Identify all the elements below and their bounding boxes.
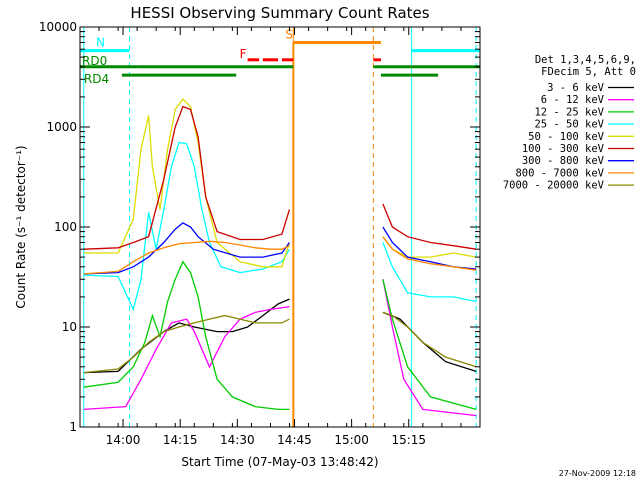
legend-label-7: 800 - 7000 keV [515, 167, 604, 179]
chart-title: HESSI Observing Summary Count Rates [130, 4, 429, 22]
series-line-1-part-0 [83, 305, 290, 411]
x-tick-label-4: 15:00 [334, 433, 369, 447]
flag-bars: N S F RD0 RD4 [80, 27, 480, 86]
legend-header-line-0: Det 1,3,4,5,6,9, [535, 54, 636, 66]
flag-label-rd4: RD4 [84, 72, 109, 86]
axes: 14:00 14:15 14:30 14:45 15:00 15:15 1 10 100 1000… [39, 20, 481, 447]
legend-header-line-1: FDecim 5, Att 0 [541, 66, 636, 78]
legend-label-1: 6 - 12 keV [541, 94, 605, 106]
series-line-3-part-0 [83, 141, 291, 312]
legend-label-3: 25 - 50 keV [534, 119, 604, 131]
flag-label-flare: F [240, 47, 247, 61]
flag-label-saa: S [285, 27, 293, 41]
legend-label-0: 3 - 6 keV [547, 82, 605, 94]
y-axis-label: Count Rate (s⁻¹ detector⁻¹) [14, 145, 28, 308]
x-tick-label-0: 14:00 [106, 433, 141, 447]
series-line-5-part-1 [382, 203, 477, 250]
series-line-3-part-1 [382, 242, 477, 303]
legend-label-6: 300 - 800 keV [522, 155, 605, 167]
series-line-4-part-0 [83, 98, 291, 268]
series-line-2-part-1 [382, 279, 477, 411]
series-lines [83, 98, 477, 417]
x-tick-label-1: 14:15 [163, 433, 198, 447]
x-tick-label-5: 15:15 [391, 433, 426, 447]
series-line-7-part-1 [382, 236, 477, 271]
legend-label-5: 100 - 300 keV [522, 143, 605, 155]
series-line-6-part-0 [83, 222, 291, 275]
series-line-8-part-0 [83, 314, 290, 374]
y-tick-label-2: 100 [54, 220, 77, 234]
legend-label-4: 50 - 100 keV [528, 131, 605, 143]
flag-label-night: N [96, 36, 105, 50]
x-tick-label-3: 14:45 [277, 433, 312, 447]
flag-label-rd0: RD0 [82, 54, 107, 68]
legend: Det 1,3,4,5,6,9,FDecim 5, Att 0 3 - 6 keV… [503, 54, 636, 192]
y-tick-label-0: 1 [69, 420, 77, 434]
series-line-8-part-1 [382, 311, 477, 368]
series-line-5-part-0 [83, 105, 291, 250]
legend-label-8: 7000 - 20000 keV [503, 180, 605, 192]
x-axis-label: Start Time (07-May-03 13:48:42) [181, 455, 378, 469]
series-line-7-part-0 [83, 240, 290, 275]
series-line-1-part-1 [382, 279, 477, 417]
x-tick-label-2: 14:30 [220, 433, 255, 447]
y-tick-label-3: 1000 [46, 120, 77, 134]
legend-label-2: 12 - 25 keV [534, 106, 604, 118]
y-tick-label-4: 10000 [39, 20, 77, 34]
y-tick-label-1: 10 [62, 320, 77, 334]
generation-timestamp: 27-Nov-2009 12:18 [559, 469, 636, 478]
